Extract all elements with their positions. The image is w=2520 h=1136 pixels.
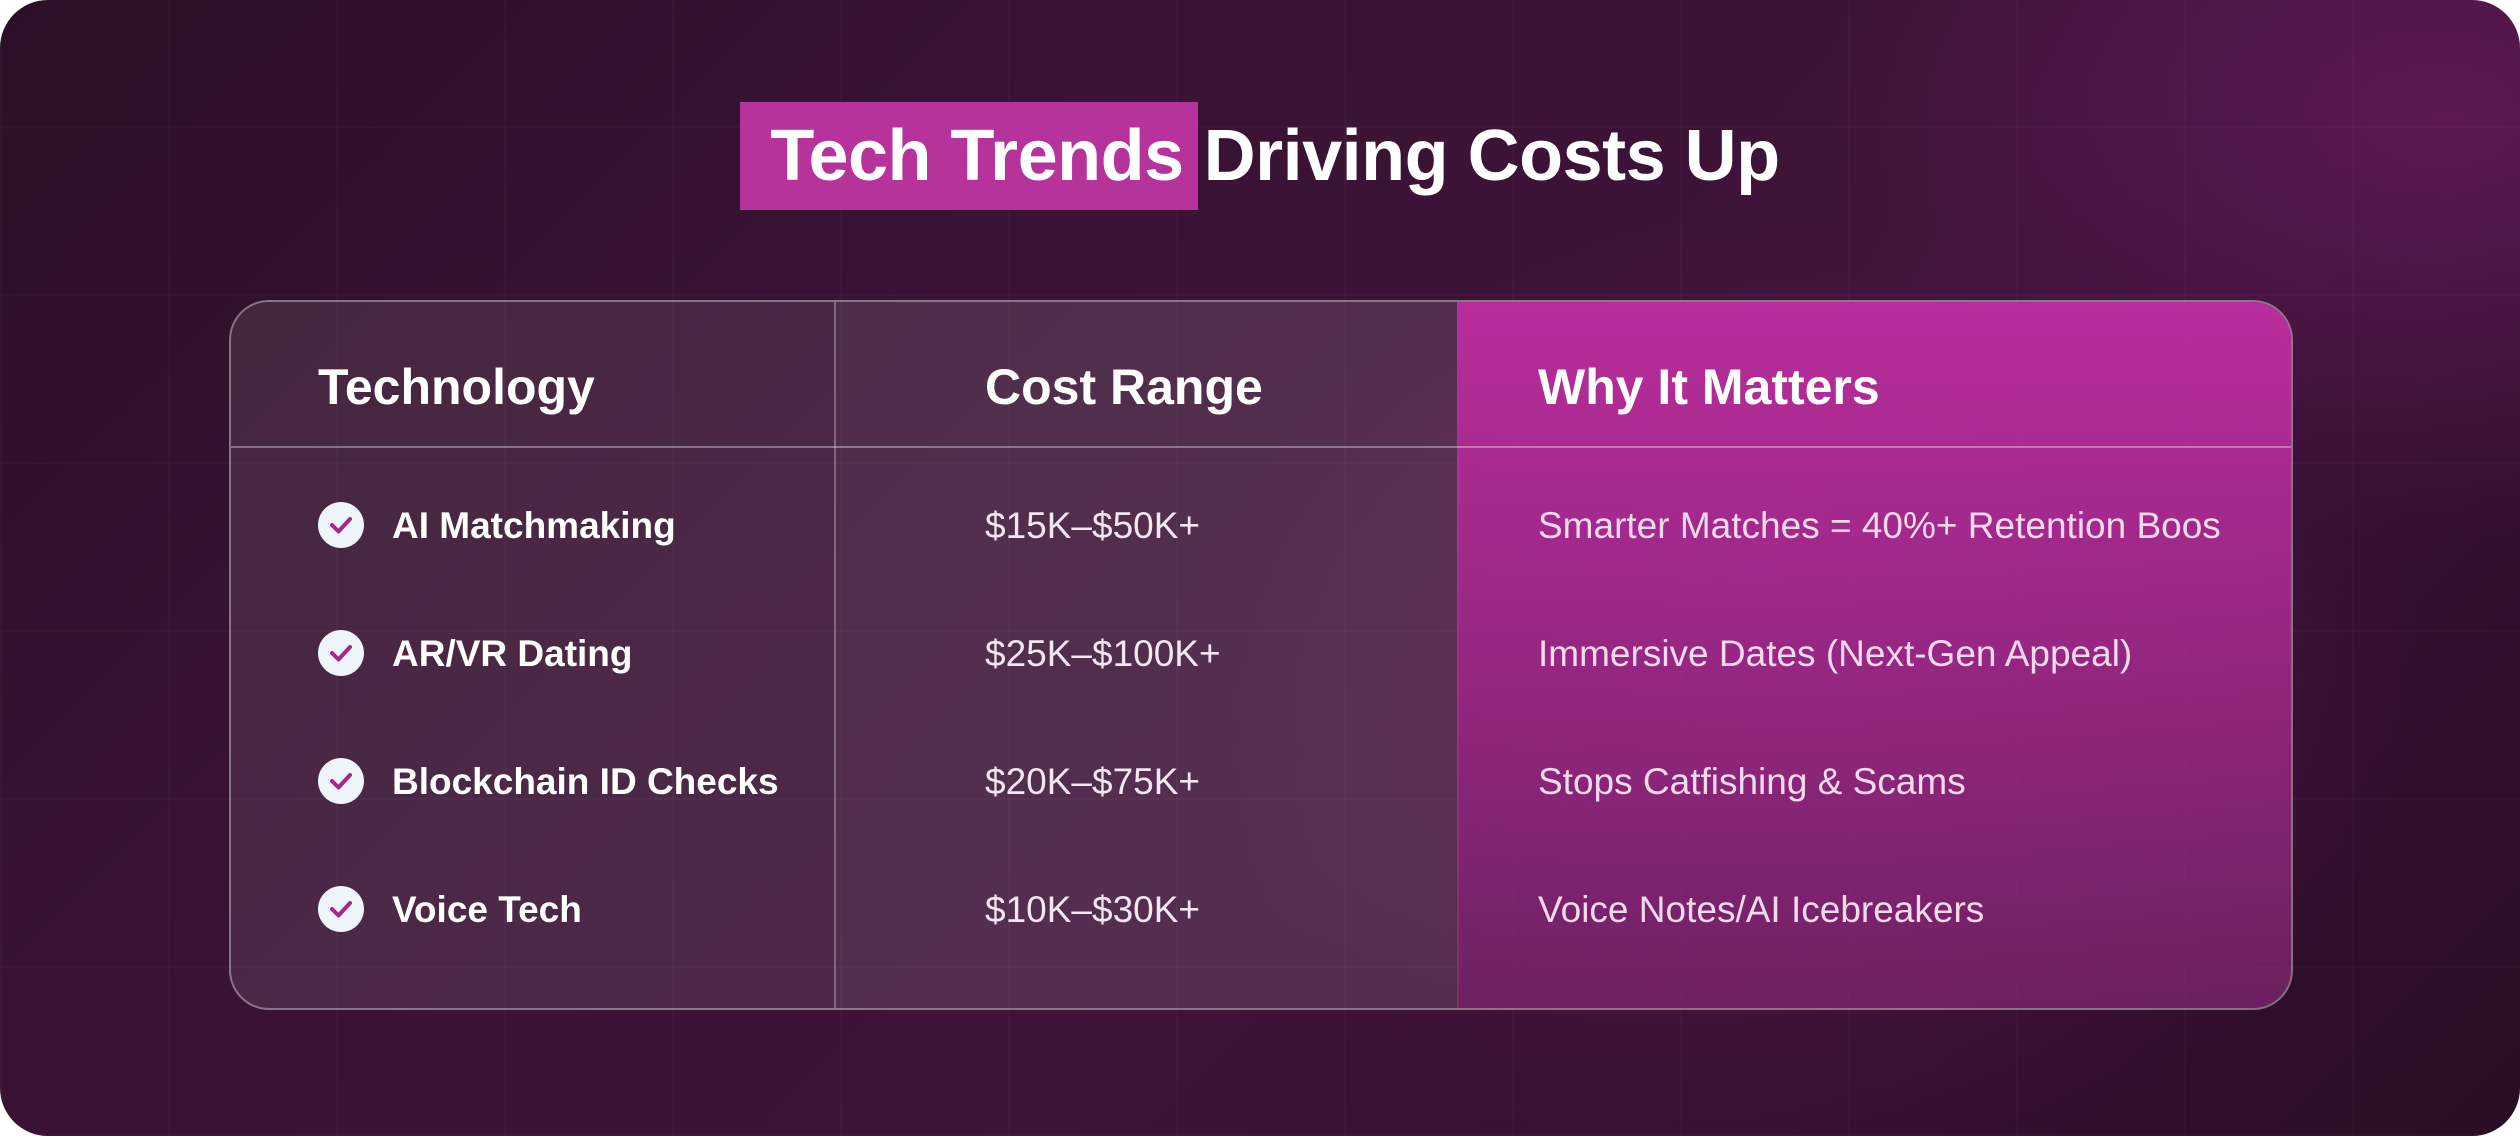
header-why-it-matters: Why It Matters [1538, 359, 1880, 415]
row-4-technology: Voice Tech [392, 889, 582, 930]
check-circle-icon [318, 630, 364, 676]
title-highlight: Tech Trends [740, 102, 1198, 210]
row-3-cost: $20K–$75K+ [985, 761, 1201, 802]
check-circle-icon [318, 502, 364, 548]
row-1-cost: $15K–$50K+ [985, 505, 1201, 546]
title-rest: Driving Costs Up [1203, 116, 1781, 196]
check-circle-icon [318, 886, 364, 932]
why-it-matters-column [1457, 302, 2291, 1008]
row-4-why: Voice Notes/AI Icebreakers [1538, 889, 1985, 930]
row-1-technology: AI Matchmaking [392, 505, 676, 546]
row-4-cost: $10K–$30K+ [985, 889, 1201, 930]
row-2-cost: $25K–$100K+ [985, 633, 1221, 674]
comparison-table: Technology Cost Range Why It Matters AI … [229, 300, 2293, 1010]
header-technology: Technology [318, 359, 595, 415]
check-circle-icon [318, 758, 364, 804]
technology-column [231, 302, 836, 1008]
row-2-why: Immersive Dates (Next-Gen Appeal) [1538, 633, 2133, 674]
row-3-why: Stops Catfishing & Scams [1538, 761, 1966, 802]
header-divider [231, 446, 2291, 448]
page-title: Tech Trends Driving Costs Up [0, 102, 2520, 210]
row-2-technology: AR/VR Dating [392, 633, 633, 674]
row-1-why: Smarter Matches = 40%+ Retention Boos [1538, 505, 2221, 546]
row-3-technology: Blockchain ID Checks [392, 761, 779, 802]
header-cost-range: Cost Range [985, 359, 1263, 415]
